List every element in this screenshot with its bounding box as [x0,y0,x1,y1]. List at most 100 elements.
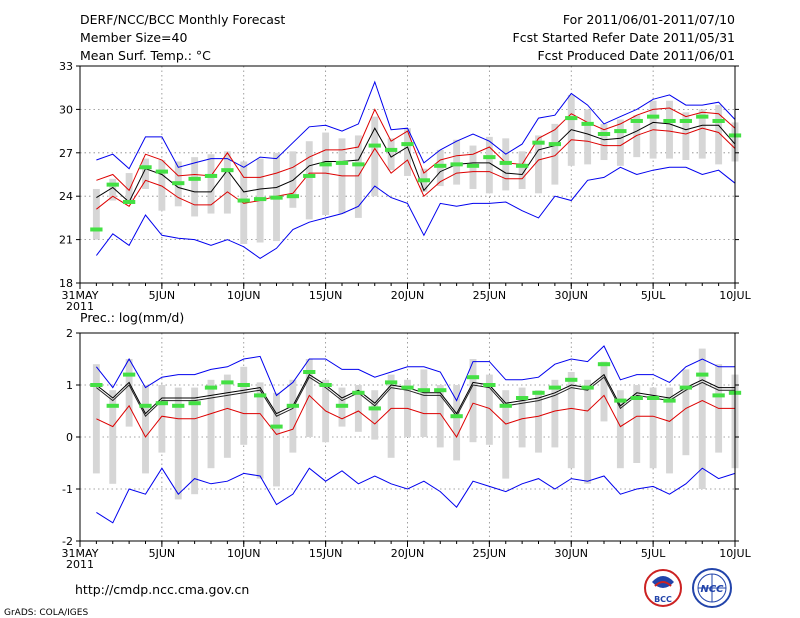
x-tick-label: 25JUN [473,547,507,560]
spread-box [551,123,559,185]
spread-box [109,390,117,484]
median-marker [565,377,578,382]
start-date-label: Fcst Started Refer Date 2011/05/31 [513,30,736,45]
median-marker [90,383,103,387]
median-marker [352,390,365,395]
series-mean-sd-line [96,127,736,210]
median-marker [188,401,201,406]
period-label: For 2011/06/01-2011/07/10 [563,12,735,27]
median-marker [417,388,431,393]
median-marker [237,198,250,203]
spread-box [322,132,330,216]
median-marker [548,142,562,147]
x-tick-label: 10JUN [227,289,261,302]
spread-box [191,387,199,495]
median-marker [499,160,512,165]
median-marker [614,129,627,134]
y-tick-label: 30 [59,103,73,116]
median-marker [204,173,218,178]
median-marker [139,165,152,170]
bcc-logo: BCC [644,569,682,607]
median-marker [581,121,594,126]
x-tick-label: 20JUN [391,547,425,560]
median-marker [172,181,185,186]
median-marker [696,114,709,119]
median-marker [384,147,398,152]
x-tick-label: 15JUN [309,547,343,560]
spread-box [600,361,608,422]
median-marker [90,227,103,232]
median-marker [368,143,381,148]
median-marker [663,118,676,123]
median-marker [581,385,594,390]
series-max-line [96,80,736,170]
x-tick-label: 10JUN [227,547,261,560]
x-tick-label: 30JUN [554,289,588,302]
median-marker [221,380,234,385]
member-size-label: Member Size=40 [80,30,187,45]
x-tick-label: 5JUN [149,547,176,560]
x-tick-label: 5JUN [149,289,176,302]
spread-box [698,348,706,489]
median-marker [335,403,349,408]
spread-box [682,112,690,161]
spread-box [387,374,395,458]
median-marker [565,116,578,121]
spread-box [354,385,362,432]
spread-box [92,364,100,474]
spread-box [109,178,117,201]
y-tick-label: 27 [59,147,73,160]
median-marker [466,163,480,168]
y-tick-label: 24 [59,190,73,203]
spread-box [436,385,444,448]
median-marker [515,163,529,168]
y-tick-label: -1 [62,483,73,496]
spread-box [125,173,133,202]
median-marker [122,372,136,377]
median-marker [319,162,332,167]
median-marker [155,401,169,406]
median-marker [172,403,185,408]
spread-box [698,109,706,159]
series-mean-sd-line [96,107,736,192]
variable-label: Mean Surf. Temp.: °C [80,48,211,63]
y-tick-label: -2 [62,535,73,548]
spread-box [453,385,461,461]
median-marker [450,414,463,419]
spread-box [273,392,280,487]
series-mean-line [96,121,736,203]
series-min-line [96,467,736,524]
x-tick-label: 31MAY [62,547,99,560]
spread-box [404,128,411,176]
median-marker [696,372,709,377]
median-marker [303,173,316,178]
spread-box [666,100,673,159]
x-tick-label: 10JUL [719,289,751,302]
median-marker [630,396,643,400]
median-marker [303,370,316,374]
spread-box [158,160,166,211]
x-tick-sublabel: 2011 [66,558,94,571]
spread-box [616,390,624,469]
median-marker [646,114,660,119]
y-tick-label: 0 [66,431,73,444]
series-max-line [96,345,735,402]
x-tick-label: 20JUN [391,289,425,302]
spread-box [354,135,362,218]
spread-box [502,390,510,479]
spread-box [485,374,493,445]
median-marker [106,182,119,187]
median-marker [253,197,267,202]
median-marker [253,393,267,398]
spread-box [305,141,313,220]
footer-url[interactable]: http://cmdp.ncc.cma.gov.cn [75,582,249,597]
median-marker [368,406,381,411]
median-marker [548,385,562,390]
x-tick-label: 30JUN [554,547,588,560]
spread-box [649,387,657,469]
median-marker [106,403,119,408]
series-mean-sd-line [96,394,735,438]
median-marker [188,176,201,181]
spread-box [436,149,444,187]
